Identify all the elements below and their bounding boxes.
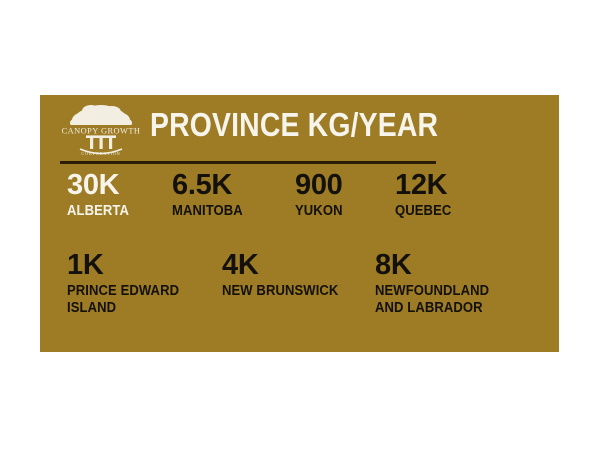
stat-value: 4K bbox=[222, 249, 259, 281]
stat-value: 12K bbox=[395, 169, 448, 201]
stat-label: MANITOBA bbox=[172, 203, 243, 219]
stat-item-quebec: 12K QUEBEC bbox=[395, 171, 501, 220]
stat-item-manitoba: 6.5K MANITOBA bbox=[172, 171, 288, 220]
svg-text:CANOPY GROWTH: CANOPY GROWTH bbox=[62, 127, 141, 136]
stat-value: 30K bbox=[67, 169, 120, 201]
stat-label: QUEBEC bbox=[395, 203, 452, 219]
header-divider bbox=[60, 161, 436, 164]
stat-label: NEWFOUNDLAND AND LABRADOR bbox=[375, 283, 490, 316]
stat-label: YUKON bbox=[295, 203, 343, 219]
stat-item-newfoundland-and-labrador: 8K NEWFOUNDLAND AND LABRADOR bbox=[375, 251, 535, 317]
stat-value: 6.5K bbox=[172, 169, 233, 201]
stat-item-yukon: 900 YUKON bbox=[295, 171, 391, 220]
svg-text:CORPORATION: CORPORATION bbox=[81, 151, 120, 156]
stat-label: PRINCE EDWARD ISLAND bbox=[67, 283, 180, 316]
stat-item-prince-edward-island: 1K PRINCE EDWARD ISLAND bbox=[67, 251, 195, 317]
stat-value: 900 bbox=[295, 169, 343, 201]
panel-header: CANOPY GROWTH CORPORATION PROVINCE KG/YE… bbox=[40, 95, 559, 160]
stat-value: 8K bbox=[375, 249, 412, 281]
stat-label: ALBERTA bbox=[67, 203, 130, 219]
canopy-growth-logo: CANOPY GROWTH CORPORATION bbox=[60, 101, 142, 159]
stat-value: 1K bbox=[67, 249, 104, 281]
page-title: PROVINCE KG/YEAR bbox=[150, 106, 439, 143]
infographic-panel: CANOPY GROWTH CORPORATION PROVINCE KG/YE… bbox=[40, 95, 559, 352]
canopy-tree-icon: CANOPY GROWTH CORPORATION bbox=[62, 105, 141, 156]
stat-item-alberta: 30K ALBERTA bbox=[67, 171, 167, 220]
stat-label: NEW BRUNSWICK bbox=[222, 283, 339, 299]
stat-item-new-brunswick: 4K NEW BRUNSWICK bbox=[222, 251, 354, 300]
